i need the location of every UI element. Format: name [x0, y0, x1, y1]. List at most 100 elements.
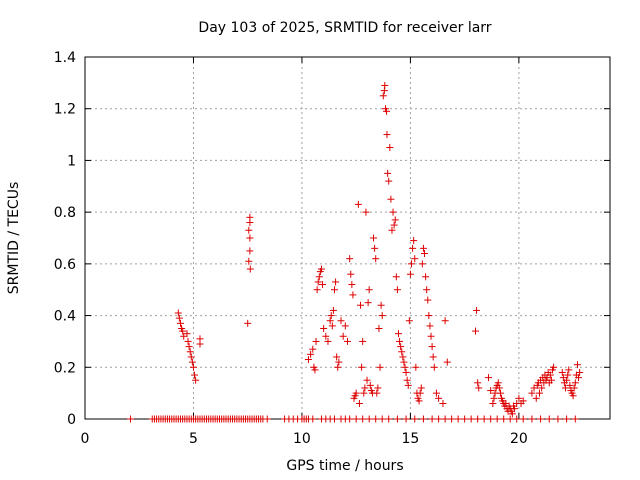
data-point	[547, 376, 555, 384]
data-point	[435, 394, 443, 402]
data-point	[390, 221, 398, 229]
data-point	[313, 286, 321, 294]
data-point	[347, 270, 355, 278]
data-point	[474, 379, 482, 387]
data-point	[399, 353, 407, 361]
data-point	[423, 286, 431, 294]
data-point	[461, 415, 469, 423]
x-axis-label: GPS time / hours	[286, 458, 403, 474]
data-point	[409, 244, 417, 252]
data-point	[371, 244, 379, 252]
data-point	[174, 309, 182, 317]
data-point	[448, 415, 456, 423]
data-point	[489, 399, 497, 407]
data-point	[406, 270, 414, 278]
data-point	[563, 376, 571, 384]
y-tick-label: 0.4	[54, 309, 76, 325]
data-point	[404, 381, 412, 389]
data-point	[385, 177, 393, 185]
chart-title: Day 103 of 2025, SRMTID for receiver lar…	[198, 20, 491, 36]
y-tick-label: 0.2	[54, 360, 76, 376]
data-point	[361, 384, 369, 392]
data-point	[309, 415, 317, 423]
data-point	[428, 415, 436, 423]
data-point	[443, 358, 451, 366]
data-point	[328, 322, 336, 330]
data-point	[372, 415, 380, 423]
data-point	[571, 379, 579, 387]
data-point	[307, 350, 315, 358]
data-point	[344, 337, 351, 345]
data-point	[384, 169, 392, 177]
data-point	[246, 234, 254, 242]
data-point	[532, 394, 540, 402]
data-point	[312, 337, 320, 345]
data-point	[346, 415, 354, 423]
data-point	[374, 384, 382, 392]
data-point	[500, 415, 508, 423]
data-point	[315, 273, 323, 281]
data-point	[246, 247, 254, 255]
data-point	[329, 306, 337, 314]
data-point	[183, 330, 191, 338]
data-point	[402, 368, 410, 376]
data-point	[485, 374, 493, 382]
data-point	[401, 363, 409, 371]
data-point	[412, 363, 420, 371]
data-point	[354, 200, 362, 208]
data-point	[513, 415, 521, 423]
data-point	[365, 286, 373, 294]
data-point	[425, 312, 433, 320]
data-point	[508, 410, 516, 418]
data-point	[339, 332, 347, 340]
data-point	[176, 319, 184, 327]
data-point	[487, 387, 495, 395]
data-point	[188, 358, 196, 366]
data-point	[322, 332, 330, 340]
data-point	[411, 255, 419, 263]
data-point	[428, 343, 436, 351]
data-point	[441, 317, 449, 325]
data-point	[519, 415, 527, 423]
data-point	[355, 399, 363, 407]
data-point	[359, 337, 367, 345]
y-tick-label: 1.4	[54, 50, 76, 66]
data-point	[317, 265, 325, 273]
x-tick-label: 5	[189, 431, 198, 447]
data-point	[370, 234, 378, 242]
y-tick-label: 0	[67, 412, 76, 428]
data-point	[493, 415, 501, 423]
data-point	[391, 216, 399, 224]
data-points	[127, 81, 584, 423]
data-point	[377, 301, 385, 309]
data-point	[566, 381, 574, 389]
data-point	[546, 371, 554, 379]
data-point	[575, 374, 583, 382]
data-point	[379, 92, 387, 100]
data-point	[365, 415, 373, 423]
data-point	[430, 363, 438, 371]
data-point	[511, 405, 519, 413]
data-point	[378, 415, 386, 423]
data-point	[246, 218, 254, 226]
data-point	[363, 376, 371, 384]
data-point	[376, 363, 384, 371]
data-point	[415, 397, 423, 405]
data-point	[417, 384, 425, 392]
data-point	[393, 286, 401, 294]
axis-ticks: 0 0.2 0.4 0.6 0.8 1 1.2 1.4 0 5 10 15 20	[54, 50, 610, 447]
data-point	[564, 371, 572, 379]
data-point	[196, 340, 204, 348]
data-point	[341, 322, 349, 330]
x-tick-label: 20	[510, 431, 528, 447]
data-point	[185, 343, 193, 351]
data-point	[319, 281, 327, 289]
data-point	[558, 368, 566, 376]
data-point	[490, 394, 498, 402]
data-point	[304, 356, 312, 364]
data-point	[426, 322, 434, 330]
x-tick-label: 0	[81, 431, 90, 447]
data-point	[346, 255, 354, 263]
data-point	[381, 81, 389, 89]
